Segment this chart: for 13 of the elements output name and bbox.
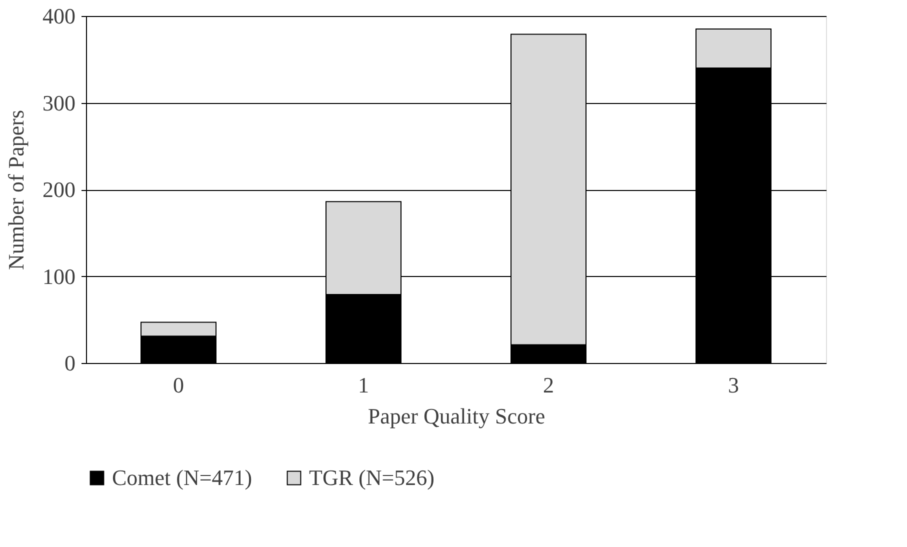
y-tick-label: 0 bbox=[64, 350, 76, 376]
x-axis-title: Paper Quality Score bbox=[368, 404, 546, 428]
x-tick-label: 2 bbox=[543, 372, 554, 398]
y-tick-label: 200 bbox=[42, 177, 76, 202]
x-tick-label: 3 bbox=[728, 372, 739, 398]
x-tick-label: 1 bbox=[358, 372, 369, 398]
y-tick-label: 100 bbox=[42, 264, 76, 289]
y-tick-label: 300 bbox=[42, 90, 76, 116]
legend-label: TGR (N=526) bbox=[309, 465, 434, 490]
legend-label: Comet (N=471) bbox=[112, 465, 252, 490]
y-tick-label: 400 bbox=[42, 4, 76, 28]
y-axis-title: Number of Papers bbox=[4, 110, 28, 270]
x-tick-label: 0 bbox=[173, 372, 184, 398]
